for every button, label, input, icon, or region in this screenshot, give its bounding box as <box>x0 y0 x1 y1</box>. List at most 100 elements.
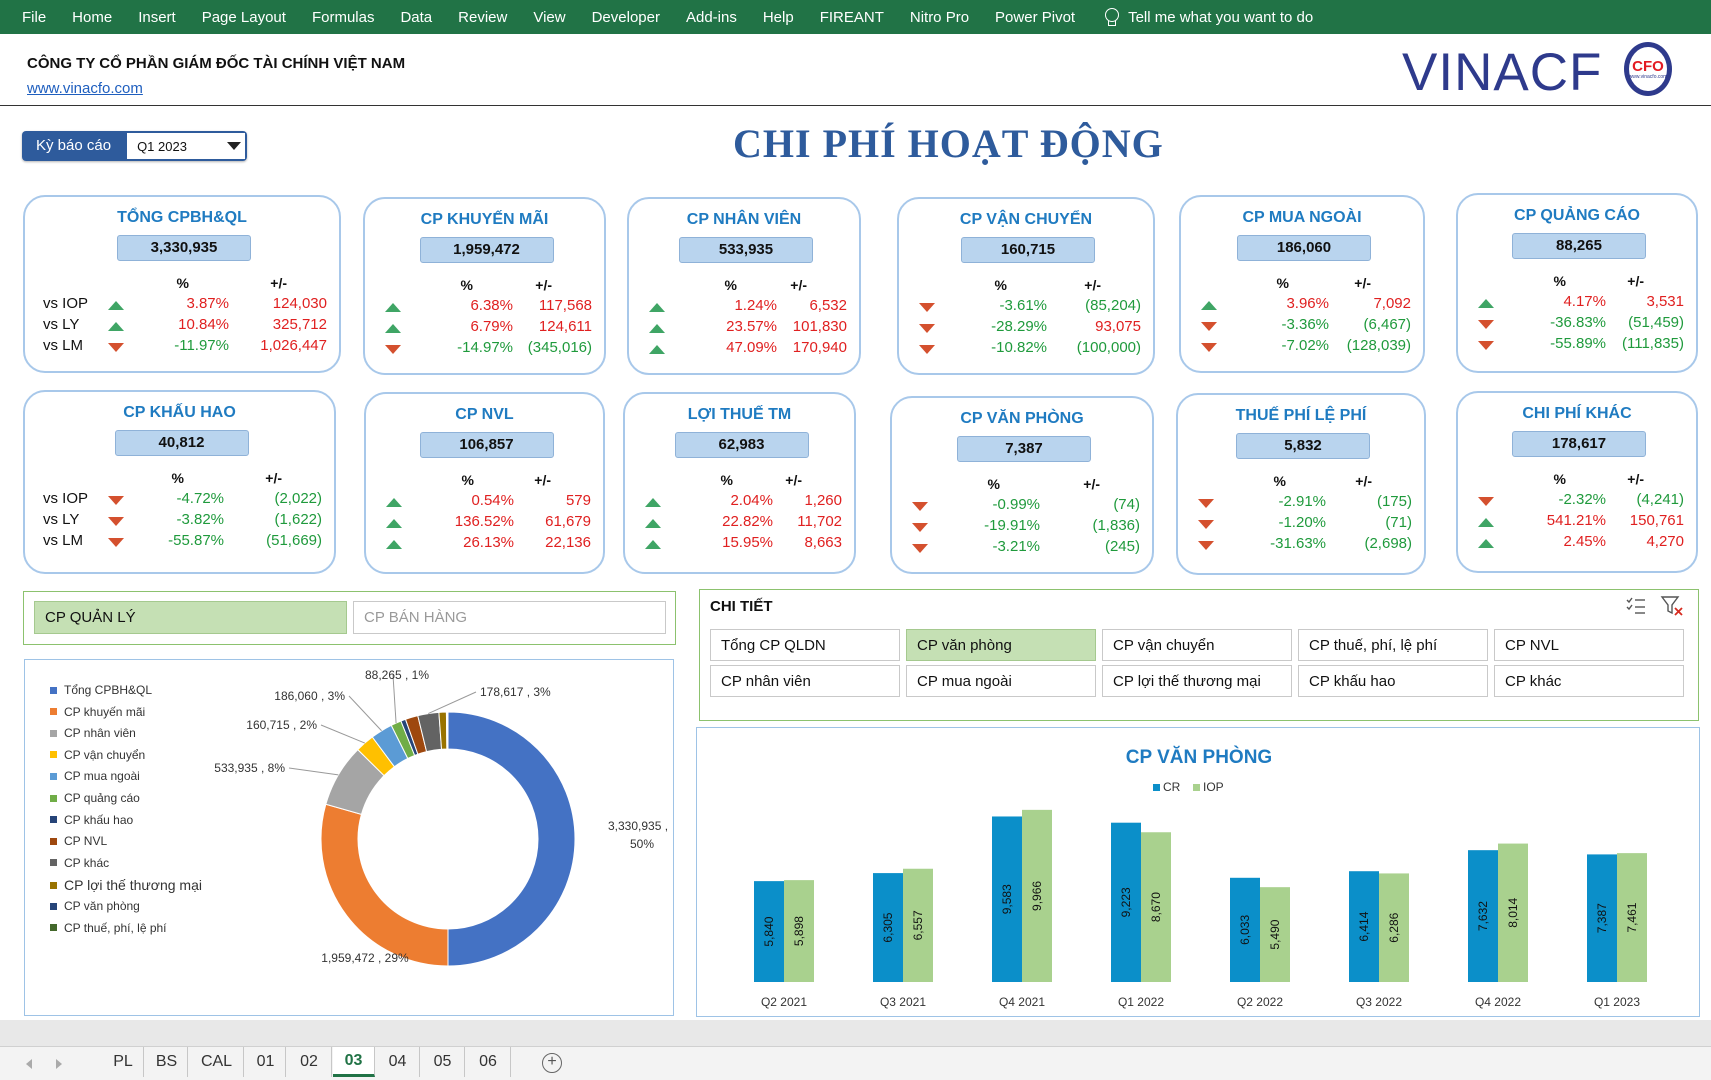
kpi-card-value: 3,330,935 <box>117 235 251 261</box>
arrow-down-icon <box>1478 497 1494 506</box>
x-tick-label: Q3 2022 <box>1356 995 1402 1009</box>
bar-chart-title: CP VĂN PHÒNG <box>1126 746 1272 768</box>
scroll-left-icon[interactable] <box>26 1059 32 1069</box>
ribbon-tab-page-layout[interactable]: Page Layout <box>201 8 286 26</box>
bar-data-label: 5,898 <box>792 916 806 946</box>
ribbon-tab-power-pivot[interactable]: Power Pivot <box>995 8 1076 26</box>
slicer-item-cp-loi-the-thuong-mai[interactable]: CP lợi thế thương mại <box>1102 665 1292 697</box>
sheet-tab-pl[interactable]: PL <box>103 1047 144 1077</box>
slicer-item-cp-thue-phi-le-phi[interactable]: CP thuế, phí, lệ phí <box>1298 629 1488 661</box>
website-link[interactable]: www.vinacfo.com <box>27 80 143 97</box>
donut-chart: 3,330,935 , 50% 1,959,472 , 29% 533,935 , 8… <box>214 668 668 967</box>
kpi-diff: 170,940 <box>792 339 847 356</box>
ribbon-tab-review[interactable]: Review <box>458 8 508 26</box>
legend-label: CP NVL <box>64 834 108 849</box>
bar-cr <box>873 873 903 982</box>
kpi-diff: 150,761 <box>1629 512 1684 529</box>
ribbon-tab-fireant[interactable]: FIREANT <box>819 8 884 26</box>
slicer-item-cp-nvl[interactable]: CP NVL <box>1494 629 1684 661</box>
slicer-item-cp-khau-hao[interactable]: CP khấu hao <box>1298 665 1488 697</box>
clear-filter-icon[interactable] <box>1660 595 1684 617</box>
ribbon-tab-insert[interactable]: Insert <box>138 8 176 26</box>
scroll-right-icon[interactable] <box>56 1059 62 1069</box>
expense-type-slicer: CP QUẢN LÝ CP BÁN HÀNG <box>23 591 676 645</box>
donut-data-label: 50% <box>630 837 654 851</box>
legend-label: IOP <box>1203 780 1224 794</box>
bar-iop <box>1617 853 1647 982</box>
donut-leader-line <box>348 695 382 732</box>
bar-data-label: 6,414 <box>1357 911 1371 941</box>
kpi-header-pct: % <box>724 277 737 293</box>
ribbon-tab-data[interactable]: Data <box>400 8 433 26</box>
arrow-up-icon <box>108 322 124 331</box>
legend-item: CP nhân viên <box>50 726 136 740</box>
kpi-card-value: 160,715 <box>961 237 1095 263</box>
arrow-down-icon <box>108 496 124 505</box>
sheet-tab-03[interactable]: 03 <box>333 1047 375 1077</box>
company-logo: VINACF CFO www.vinacfo.com <box>1402 40 1672 102</box>
donut-leader-line <box>428 691 477 714</box>
kpi-diff: 8,663 <box>804 534 842 551</box>
slicer-item-tong-cp-qldn[interactable]: Tổng CP QLDN <box>710 629 900 661</box>
legend-label: CR <box>1163 780 1181 794</box>
x-tick-label: Q2 2022 <box>1237 995 1283 1009</box>
arrow-up-icon <box>645 540 661 549</box>
slicer-item-cp-ban-hang[interactable]: CP BÁN HÀNG <box>353 601 666 634</box>
page-title: CHI PHÍ HOẠT ĐỘNG <box>733 121 1164 166</box>
kpi-pct: -0.99% <box>992 496 1040 513</box>
tell-me-search[interactable]: Tell me what you want to do <box>1088 8 1313 26</box>
multi-select-icon[interactable] <box>1625 596 1647 616</box>
kpi-diff: (100,000) <box>1076 339 1141 356</box>
bar-iop <box>903 868 933 982</box>
add-sheet-button[interactable]: + <box>542 1053 562 1073</box>
slicer-item-cp-khac[interactable]: CP khác <box>1494 665 1684 697</box>
kpi-diff: (1,836) <box>1092 517 1140 534</box>
ribbon-tab-formulas[interactable]: Formulas <box>311 8 375 26</box>
ribbon-tab-help[interactable]: Help <box>762 8 794 26</box>
kpi-diff: 7,092 <box>1373 295 1411 312</box>
slicer-item-cp-nhan-vien[interactable]: CP nhân viên <box>710 665 900 697</box>
kpi-diff: 1,260 <box>804 492 842 509</box>
bar-cr <box>1230 877 1260 982</box>
arrow-down-icon <box>108 517 124 526</box>
ribbon-tab-developer[interactable]: Developer <box>591 8 660 26</box>
kpi-card-title: LỢI THUẾ TM <box>687 406 792 423</box>
kpi-pct: -14.97% <box>457 339 513 356</box>
arrow-up-icon <box>649 324 665 333</box>
chevron-down-icon[interactable] <box>227 142 242 150</box>
legend-swatch <box>50 772 57 780</box>
kpi-diff: 93,075 <box>1095 318 1141 335</box>
sheet-tab-02[interactable]: 02 <box>287 1047 332 1077</box>
kpi-header-pct: % <box>1273 473 1286 489</box>
slicer-item-cp-van-phong[interactable]: CP văn phòng <box>906 629 1096 661</box>
slicer-item-cp-van-chuyen[interactable]: CP vận chuyển <box>1102 629 1292 661</box>
kpi-pct: -36.83% <box>1550 314 1606 331</box>
report-period-label: Kỳ báo cáo <box>22 131 126 161</box>
kpi-header-pct: % <box>171 470 184 486</box>
legend-label: CP văn phòng <box>64 899 140 913</box>
slicer-item-cp-quan-ly[interactable]: CP QUẢN LÝ <box>34 601 347 634</box>
ribbon-tab-nitro-pro[interactable]: Nitro Pro <box>909 8 970 26</box>
sheet-tab-06[interactable]: 06 <box>466 1047 511 1077</box>
legend-swatch <box>1153 784 1160 791</box>
donut-leader-line <box>320 724 366 744</box>
kpi-header-pct: % <box>1276 275 1289 291</box>
x-tick-label: Q1 2022 <box>1118 995 1164 1009</box>
sheet-tab-04[interactable]: 04 <box>376 1047 420 1077</box>
donut-leader-line <box>392 674 397 724</box>
sheet-tab-cal[interactable]: CAL <box>190 1047 244 1077</box>
slicer-item-cp-mua-ngoai[interactable]: CP mua ngoài <box>906 665 1096 697</box>
ribbon-tab-file[interactable]: File <box>22 8 47 26</box>
sheet-tab-01[interactable]: 01 <box>246 1047 286 1077</box>
ribbon-tab-home[interactable]: Home <box>72 8 113 26</box>
kpi-card-cp-mua-ngoai: CP MUA NGOÀI 186,060% +/- 3.96% 7,092 -3.36% (… <box>1179 195 1425 373</box>
donut-slice <box>446 711 449 750</box>
sheet-tab-bs[interactable]: BS <box>146 1047 188 1077</box>
report-period-dropdown[interactable]: Q1 2023 <box>125 131 248 161</box>
kpi-pct: -3.21% <box>992 538 1040 555</box>
bar-iop <box>1022 809 1052 982</box>
ribbon-tab-add-ins[interactable]: Add-ins <box>685 8 737 26</box>
ribbon-tab-view[interactable]: View <box>533 8 566 26</box>
sheet-tab-05[interactable]: 05 <box>421 1047 465 1077</box>
kpi-card-value: 5,832 <box>1236 433 1370 459</box>
